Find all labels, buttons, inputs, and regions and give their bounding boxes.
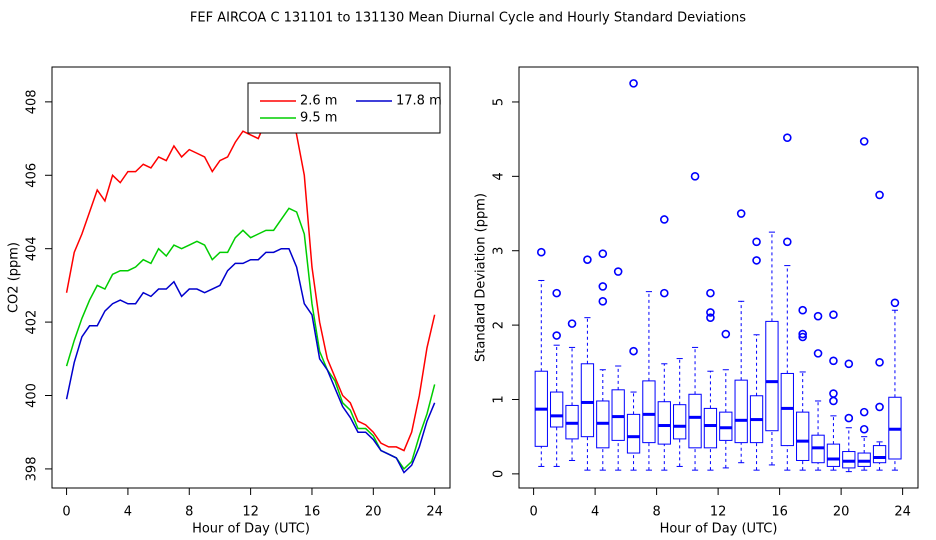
outlier bbox=[844, 413, 854, 423]
box bbox=[826, 443, 841, 467]
outlier bbox=[875, 402, 884, 412]
outlier bbox=[844, 359, 854, 369]
y-tick-label: 0 bbox=[492, 470, 507, 478]
box bbox=[765, 320, 779, 432]
outlier bbox=[798, 332, 807, 342]
outlier bbox=[690, 172, 700, 181]
data-line bbox=[65, 207, 436, 471]
outlier bbox=[598, 297, 608, 306]
x-tick-label: 20 bbox=[833, 505, 850, 520]
y-tick-label: 404 bbox=[25, 236, 40, 261]
plot-frame bbox=[518, 66, 919, 489]
box bbox=[796, 411, 810, 461]
box bbox=[703, 407, 718, 449]
y-tick-label: 406 bbox=[25, 163, 40, 188]
x-tick-label: 8 bbox=[652, 505, 660, 520]
outlier bbox=[583, 255, 592, 264]
outlier bbox=[736, 209, 746, 218]
figure-title: FEF AIRCOA C 131101 to 131130 Mean Diurn… bbox=[190, 11, 746, 26]
outlier bbox=[798, 329, 807, 339]
outlier bbox=[752, 237, 761, 247]
box bbox=[550, 391, 564, 428]
outlier bbox=[613, 267, 623, 276]
y-tick-label: 5 bbox=[492, 98, 507, 106]
box bbox=[657, 401, 671, 445]
x-tick-label: 4 bbox=[124, 505, 132, 520]
outlier bbox=[813, 311, 823, 321]
y-tick-label: 4 bbox=[492, 172, 507, 180]
y-tick-label: 408 bbox=[25, 89, 40, 114]
outlier bbox=[721, 329, 731, 339]
outlier bbox=[706, 308, 715, 317]
outlier bbox=[598, 282, 608, 291]
y-axis-title: CO2 (ppm) bbox=[7, 242, 22, 313]
outlier bbox=[829, 396, 838, 406]
x-tick-label: 12 bbox=[710, 505, 727, 520]
outlier bbox=[552, 331, 561, 340]
y-tick-label: 1 bbox=[492, 395, 507, 403]
outlier bbox=[629, 79, 638, 88]
outlier bbox=[859, 137, 869, 146]
data-line bbox=[65, 95, 436, 452]
box bbox=[642, 380, 656, 444]
outlier bbox=[536, 247, 546, 257]
y-tick-label: 402 bbox=[25, 310, 40, 335]
legend-label: 9.5 m bbox=[300, 111, 337, 126]
outlier bbox=[752, 256, 761, 265]
box bbox=[626, 413, 641, 454]
outlier bbox=[629, 346, 638, 356]
x-axis-title: Hour of Day (UTC) bbox=[192, 522, 310, 537]
outlier bbox=[829, 356, 838, 366]
legend-label: 17.8 m bbox=[396, 94, 442, 109]
box bbox=[872, 445, 887, 464]
outlier bbox=[660, 215, 669, 224]
outlier bbox=[859, 424, 869, 434]
y-axis-title: Standard Deviation (ppm) bbox=[474, 193, 489, 362]
legend-box bbox=[247, 82, 441, 134]
x-tick-label: 20 bbox=[365, 505, 382, 520]
x-tick-label: 0 bbox=[62, 505, 70, 520]
outlier bbox=[890, 298, 900, 308]
x-tick-label: 12 bbox=[242, 505, 259, 520]
x-axis-title: Hour of Day (UTC) bbox=[660, 522, 778, 537]
outlier bbox=[783, 133, 792, 142]
x-tick-label: 24 bbox=[426, 505, 443, 520]
outlier bbox=[875, 357, 884, 367]
y-tick-label: 3 bbox=[492, 247, 507, 255]
outlier bbox=[829, 389, 838, 398]
outlier bbox=[783, 237, 792, 247]
x-tick-label: 8 bbox=[185, 505, 193, 520]
outlier bbox=[798, 305, 807, 315]
x-tick-label: 24 bbox=[894, 505, 911, 520]
outlier bbox=[598, 249, 608, 258]
box bbox=[734, 379, 748, 444]
box bbox=[580, 363, 595, 438]
outlier bbox=[552, 288, 561, 298]
legend-label: 2.6 m bbox=[300, 94, 337, 109]
outlier bbox=[706, 288, 715, 298]
x-tick-label: 4 bbox=[591, 505, 599, 520]
data-line bbox=[65, 247, 436, 474]
x-tick-label: 16 bbox=[304, 505, 321, 520]
outlier bbox=[706, 313, 715, 322]
y-tick-label: 398 bbox=[25, 456, 40, 481]
outlier bbox=[859, 407, 869, 417]
outlier bbox=[875, 190, 884, 200]
x-tick-label: 0 bbox=[529, 505, 537, 520]
y-tick-label: 2 bbox=[492, 321, 507, 329]
x-tick-label: 16 bbox=[771, 505, 788, 520]
y-tick-label: 400 bbox=[25, 383, 40, 408]
outlier bbox=[567, 319, 577, 328]
outlier bbox=[829, 310, 838, 319]
outlier bbox=[660, 288, 669, 298]
box bbox=[673, 404, 687, 440]
box bbox=[688, 393, 702, 449]
outlier bbox=[813, 349, 823, 358]
